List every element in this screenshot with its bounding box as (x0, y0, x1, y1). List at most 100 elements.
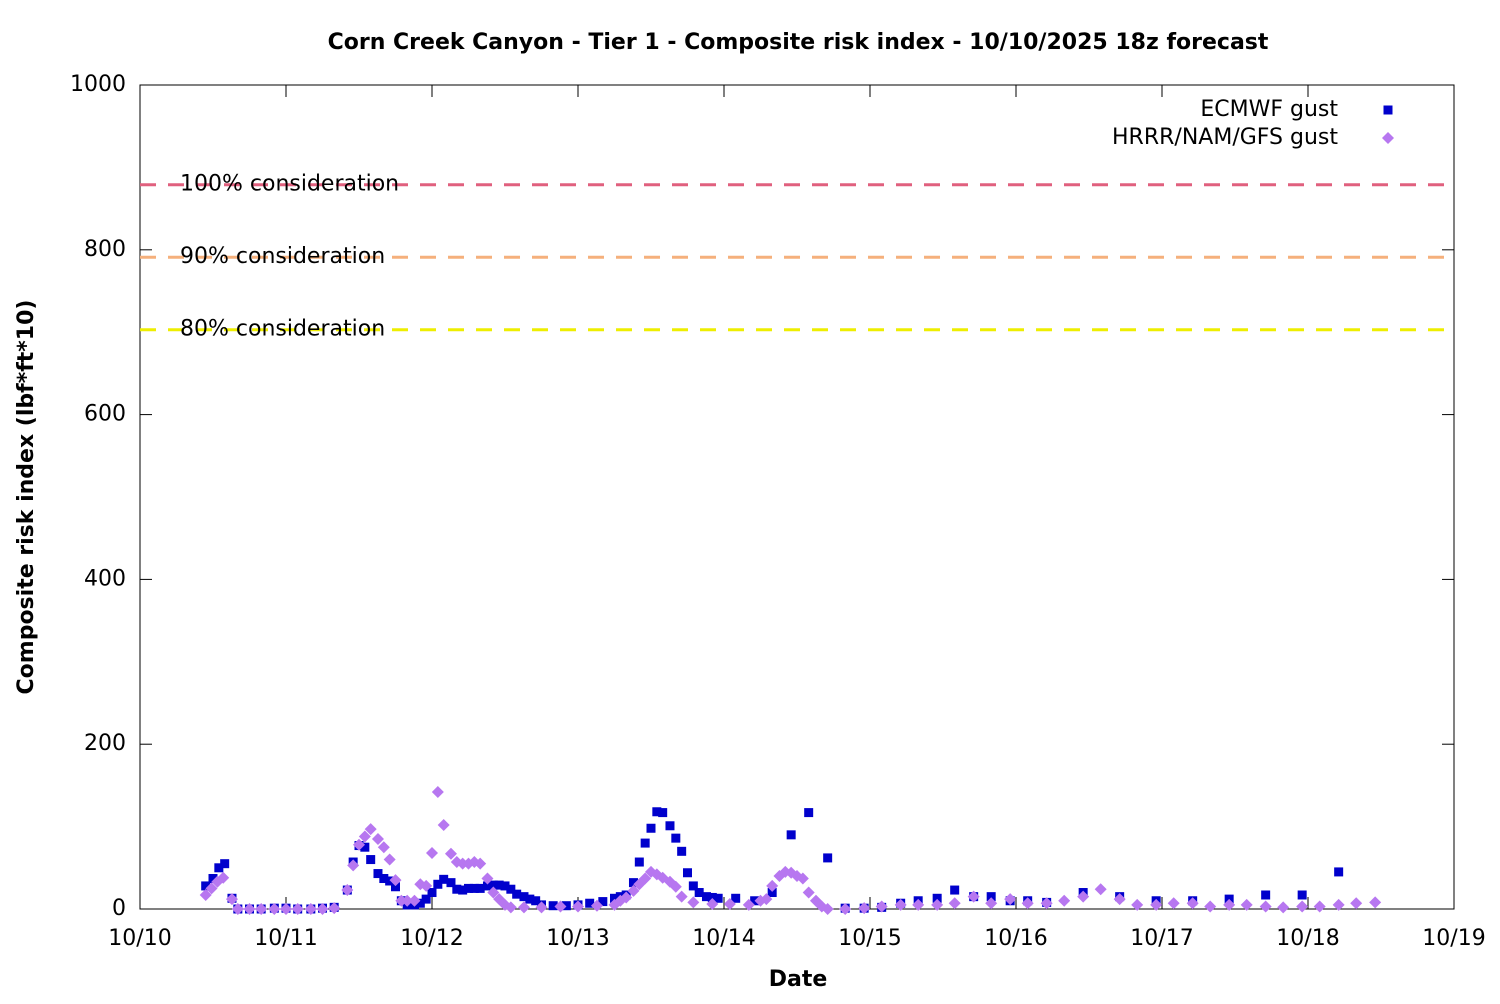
data-point (1259, 900, 1272, 913)
data-point (671, 833, 681, 843)
data-point (713, 893, 723, 903)
data-point (701, 892, 711, 902)
data-point (214, 863, 224, 873)
data-point (1204, 900, 1217, 913)
data-point (823, 853, 833, 863)
legend-label: HRRR/NAM/GFS gust (1112, 125, 1338, 150)
data-point (1369, 896, 1382, 909)
data-point (985, 897, 998, 910)
data-point (1313, 900, 1326, 913)
data-point (464, 883, 473, 893)
y-tick-label: 400 (84, 566, 126, 591)
data-point (561, 901, 571, 911)
data-point (512, 889, 522, 899)
data-point (1186, 897, 1199, 910)
x-tick-label: 10/12 (400, 926, 463, 951)
data-point (548, 901, 558, 911)
data-point (421, 894, 431, 904)
data-point (385, 876, 395, 886)
data-point (217, 871, 230, 884)
data-point (802, 886, 815, 899)
data-point (444, 847, 457, 860)
data-point (347, 859, 360, 872)
data-point (707, 892, 717, 902)
data-point (208, 874, 218, 884)
x-tick-label: 10/18 (1276, 926, 1339, 951)
data-point (1297, 890, 1307, 900)
x-tick-label: 10/14 (692, 926, 755, 951)
data-point (1332, 898, 1345, 911)
data-point (932, 893, 942, 903)
data-point (590, 899, 603, 912)
data-point (796, 872, 809, 885)
data-point (677, 846, 687, 856)
data-point (426, 846, 438, 859)
data-point (243, 903, 256, 915)
reference-label: 80% consideration (180, 317, 385, 342)
data-point (433, 879, 443, 889)
data-point (1261, 890, 1271, 900)
data-point (373, 869, 383, 879)
data-point (401, 894, 414, 907)
data-point (439, 874, 449, 884)
data-point (519, 892, 529, 902)
data-point (415, 898, 425, 908)
data-point (1021, 897, 1034, 910)
data-point (950, 885, 960, 895)
data-point (760, 893, 773, 906)
data-point (408, 894, 421, 907)
data-point (1077, 890, 1090, 903)
data-point (875, 900, 888, 913)
data-point (804, 808, 814, 818)
data-point (610, 893, 619, 903)
data-point (640, 838, 650, 848)
plot-frame (139, 84, 1455, 910)
data-point (839, 903, 852, 915)
data-point (482, 881, 492, 891)
data-point (377, 841, 390, 854)
data-point (986, 892, 996, 902)
data-point (517, 901, 530, 914)
data-point (500, 881, 510, 891)
data-point (1094, 883, 1107, 896)
data-point (420, 879, 433, 892)
data-point (205, 882, 218, 895)
data-point (786, 830, 796, 840)
data-point (316, 903, 329, 915)
x-tick-label: 10/16 (984, 926, 1047, 951)
data-point (858, 902, 871, 915)
data-point (383, 853, 396, 866)
data-point (1040, 897, 1053, 910)
y-tick-label: 1000 (70, 72, 126, 97)
data-point (504, 901, 517, 914)
data-point (341, 884, 354, 897)
data-point (723, 898, 736, 911)
data-point (437, 818, 450, 831)
x-tick-label: 10/10 (108, 926, 171, 951)
data-point (379, 874, 389, 884)
data-point (1296, 900, 1309, 913)
data-point (1058, 894, 1071, 907)
data-point (389, 874, 402, 887)
data-point (1131, 898, 1144, 911)
data-point (675, 890, 688, 903)
y-axis-label: Composite risk index (lbf*ft*10) (14, 300, 39, 695)
data-point (488, 880, 498, 890)
data-point (1382, 132, 1394, 144)
data-point (639, 872, 652, 885)
data-point (620, 891, 633, 904)
data-point (627, 884, 640, 897)
data-point (694, 888, 704, 898)
data-point (506, 884, 516, 894)
data-point (665, 821, 675, 831)
data-point (525, 894, 535, 904)
data-point (948, 897, 961, 910)
data-point (634, 857, 644, 867)
data-point (572, 900, 584, 913)
data-point (687, 896, 700, 909)
data-point (554, 900, 567, 913)
data-point (1350, 897, 1363, 910)
data-point (912, 898, 925, 911)
